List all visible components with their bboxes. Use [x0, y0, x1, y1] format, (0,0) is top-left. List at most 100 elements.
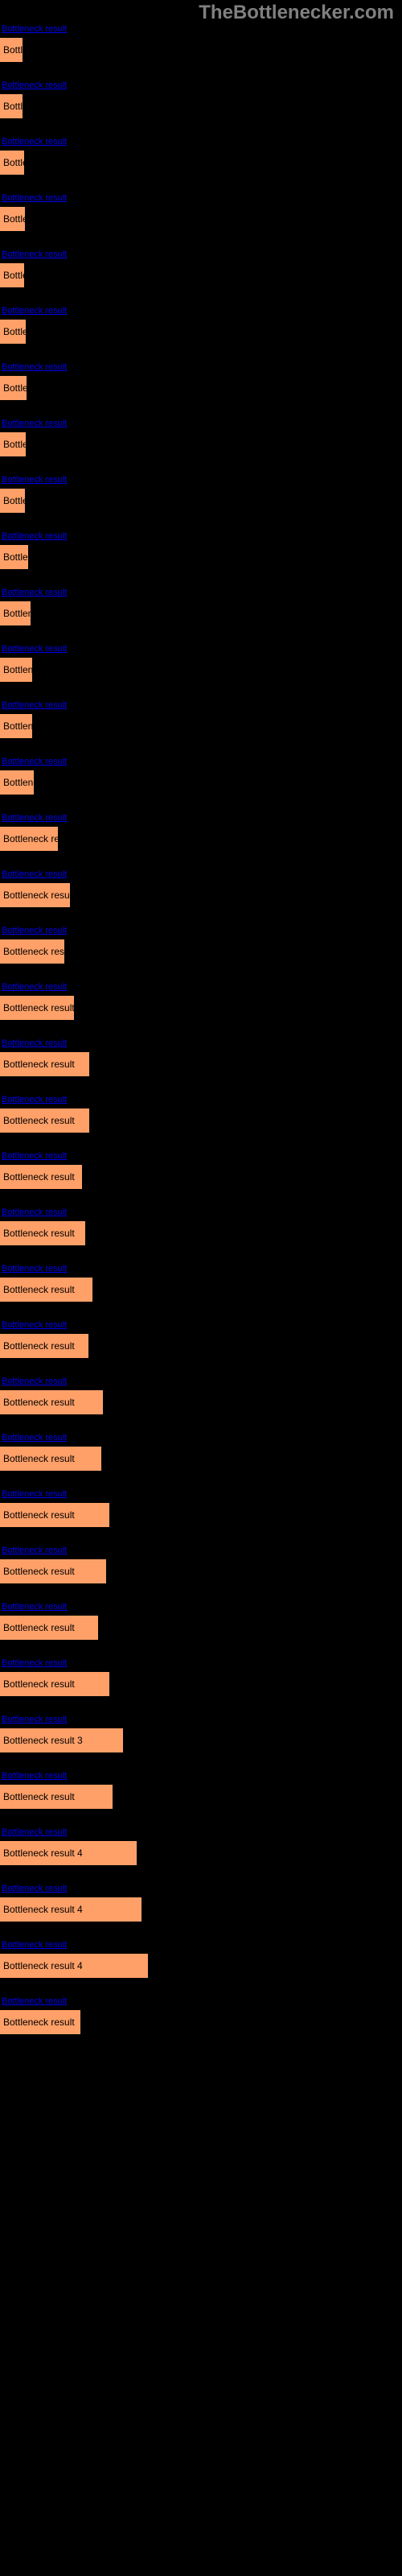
bottleneck-result-link[interactable]: Bottleneck result — [0, 1602, 402, 1612]
bottleneck-result-link[interactable]: Bottleneck result — [0, 757, 402, 766]
bar-label: Bottleneck resu — [3, 946, 70, 957]
bar-row: Bottleneck result Bottleneck result — [0, 1151, 402, 1189]
bottleneck-result-link[interactable]: Bottleneck result — [0, 1320, 402, 1330]
bottleneck-result-link[interactable]: Bottleneck result — [0, 24, 402, 34]
bar-wrapper: Bottleneck result 4 — [0, 1841, 402, 1865]
bottleneck-result-link[interactable]: Bottleneck result — [0, 869, 402, 879]
bottleneck-result-link[interactable]: Bottleneck result — [0, 1940, 402, 1950]
bar-label: Bottle — [3, 382, 28, 394]
bar: Bottleneck result — [0, 1278, 92, 1302]
bar-row: Bottleneck resultBottleneck result — [0, 1602, 402, 1640]
bar-label: Bottleneck result — [3, 1228, 75, 1239]
bar-label: Bottl — [3, 44, 23, 56]
bar-row: Bottleneck result Bottleneck result — [0, 1264, 402, 1302]
bar-wrapper: Bottleneck resu — [0, 939, 402, 964]
bottleneck-result-link[interactable]: Bottleneck result — [0, 1038, 402, 1048]
bar-wrapper: Bottleneck result — [0, 1278, 402, 1302]
bar-label: Bottlen — [3, 608, 33, 619]
bar-row: Bottleneck result Bottleneck result — [0, 1771, 402, 1809]
bar-label: Bottleneck result — [3, 1340, 75, 1352]
bottleneck-result-link[interactable]: Bottleneck result — [0, 1151, 402, 1161]
bottleneck-result-link[interactable]: Bottleneck result — [0, 1827, 402, 1837]
bar-label: Bottle — [3, 213, 28, 225]
bottleneck-result-link[interactable]: Bottleneck result — [0, 700, 402, 710]
bar: Bottleneck result — [0, 1785, 113, 1809]
bar-row: Bottleneck result Bottle — [0, 250, 402, 287]
bottleneck-result-link[interactable]: Bottleneck result — [0, 982, 402, 992]
bar: Bottle — [0, 489, 25, 513]
bar: Bottl — [0, 94, 23, 118]
bottleneck-result-link[interactable]: Bottleneck result — [0, 644, 402, 654]
bottleneck-result-link[interactable]: Bottleneck result — [0, 475, 402, 485]
bottleneck-result-link[interactable]: Bottleneck result — [0, 1264, 402, 1274]
bottleneck-result-link[interactable]: Bottleneck result — [0, 926, 402, 935]
bar-row: Bottleneck result Bottleneck result — [0, 1546, 402, 1583]
bar: Bottleneck result — [0, 1559, 106, 1583]
bottleneck-result-link[interactable]: Bottleneck result — [0, 1884, 402, 1893]
bar-wrapper: Bottleneck result — [0, 883, 402, 907]
bar: Bottleneck result 4 — [0, 1954, 148, 1978]
bar-wrapper: Bottleneck result 3 — [0, 1728, 402, 1752]
bar-wrapper: Bottleneck result — [0, 1672, 402, 1696]
bottleneck-result-link[interactable]: Bottleneck result — [0, 137, 402, 147]
bar: Bottleneck result 3 — [0, 1728, 123, 1752]
bar-row: Bottleneck result Bottleneck result — [0, 1433, 402, 1471]
bar-row: Bottleneck result Bottleneck result — [0, 1996, 402, 2034]
bar-row: Bottleneck result Bottlene — [0, 700, 402, 738]
bar-row: Bottleneck result Bottleneck result — [0, 1208, 402, 1245]
bar: Bottleneck result — [0, 1108, 89, 1133]
bar-row: Bottleneck result Bottlene — [0, 757, 402, 795]
bar-label: Bottleneck result — [3, 890, 75, 901]
bar: Bottleneck result 4 — [0, 1841, 137, 1865]
bar: Bottleneck result — [0, 1334, 88, 1358]
bar-row: Bottleneck result Bottleneck resu — [0, 926, 402, 964]
bar-row: Bottleneck result Bottleneck result 4 — [0, 1884, 402, 1922]
bar-wrapper: Bottleneck result 4 — [0, 1954, 402, 1978]
bar: Bottlen — [0, 601, 31, 625]
bottleneck-result-link[interactable]: Bottleneck result — [0, 588, 402, 597]
bottleneck-result-link[interactable]: Bottleneck result — [0, 250, 402, 259]
bottleneck-result-link[interactable]: Bottleneck result — [0, 1658, 402, 1668]
bottleneck-result-link[interactable]: Bottleneck result — [0, 1771, 402, 1781]
bar-wrapper: Bottleneck result — [0, 2010, 402, 2034]
bar: Bottle — [0, 263, 24, 287]
bar-wrapper: Bottle — [0, 207, 402, 231]
bottleneck-result-link[interactable]: Bottleneck result — [0, 306, 402, 316]
bar-label: Bottle — [3, 439, 28, 450]
bar-label: Bottlene — [3, 720, 39, 732]
bar-wrapper: Bottleneck result — [0, 1559, 402, 1583]
bottleneck-result-link[interactable]: Bottleneck result — [0, 1208, 402, 1217]
bottleneck-result-link[interactable]: Bottleneck result — [0, 1546, 402, 1555]
bottleneck-result-link[interactable]: Bottleneck result — [0, 813, 402, 823]
bottleneck-result-link[interactable]: Bottleneck result — [0, 362, 402, 372]
bottleneck-result-link[interactable]: Bottleneck result — [0, 1433, 402, 1443]
bar-row: Bottleneck result Bottleneck result — [0, 982, 402, 1020]
bar: Bottleneck resu — [0, 939, 64, 964]
bar: Bottleneck result — [0, 2010, 80, 2034]
bar-wrapper: Bottleneck result — [0, 1221, 402, 1245]
bar-label: Bottleneck result — [3, 2017, 75, 2028]
bottleneck-result-link[interactable]: Bottleneck result — [0, 80, 402, 90]
bar-label: Bottleneck result — [3, 1002, 75, 1013]
bottleneck-result-link[interactable]: Bottleneck result — [0, 1715, 402, 1724]
bottleneck-result-link[interactable]: Bottleneck result — [0, 531, 402, 541]
bar: Bottleneck result — [0, 1447, 101, 1471]
bar-wrapper: Bottleneck result — [0, 1165, 402, 1189]
bar-wrapper: Bottleneck result 4 — [0, 1897, 402, 1922]
bar-wrapper: Bottleneck result — [0, 1108, 402, 1133]
bottleneck-result-link[interactable]: Bottleneck result — [0, 1377, 402, 1386]
bar-label: Bottlene — [3, 777, 39, 788]
bottleneck-result-link[interactable]: Bottleneck result — [0, 1489, 402, 1499]
bar-label: Bottleneck result — [3, 1171, 75, 1183]
bottleneck-result-link[interactable]: Bottleneck result — [0, 1996, 402, 2006]
bar-row: Bottleneck resultBottle — [0, 137, 402, 175]
bar-wrapper: Bottlene — [0, 770, 402, 795]
bar-label: Bottleneck result — [3, 1791, 75, 1802]
bottleneck-result-link[interactable]: Bottleneck result — [0, 193, 402, 203]
bar-wrapper: Bottleneck result — [0, 1785, 402, 1809]
bar-wrapper: Bottl — [0, 94, 402, 118]
bar-row: Bottleneck result Bottl — [0, 24, 402, 62]
bottleneck-result-link[interactable]: Bottleneck result — [0, 1095, 402, 1104]
bottleneck-result-link[interactable]: Bottleneck result — [0, 419, 402, 428]
bar-row: Bottleneck result Bottleneck result 4 — [0, 1827, 402, 1865]
